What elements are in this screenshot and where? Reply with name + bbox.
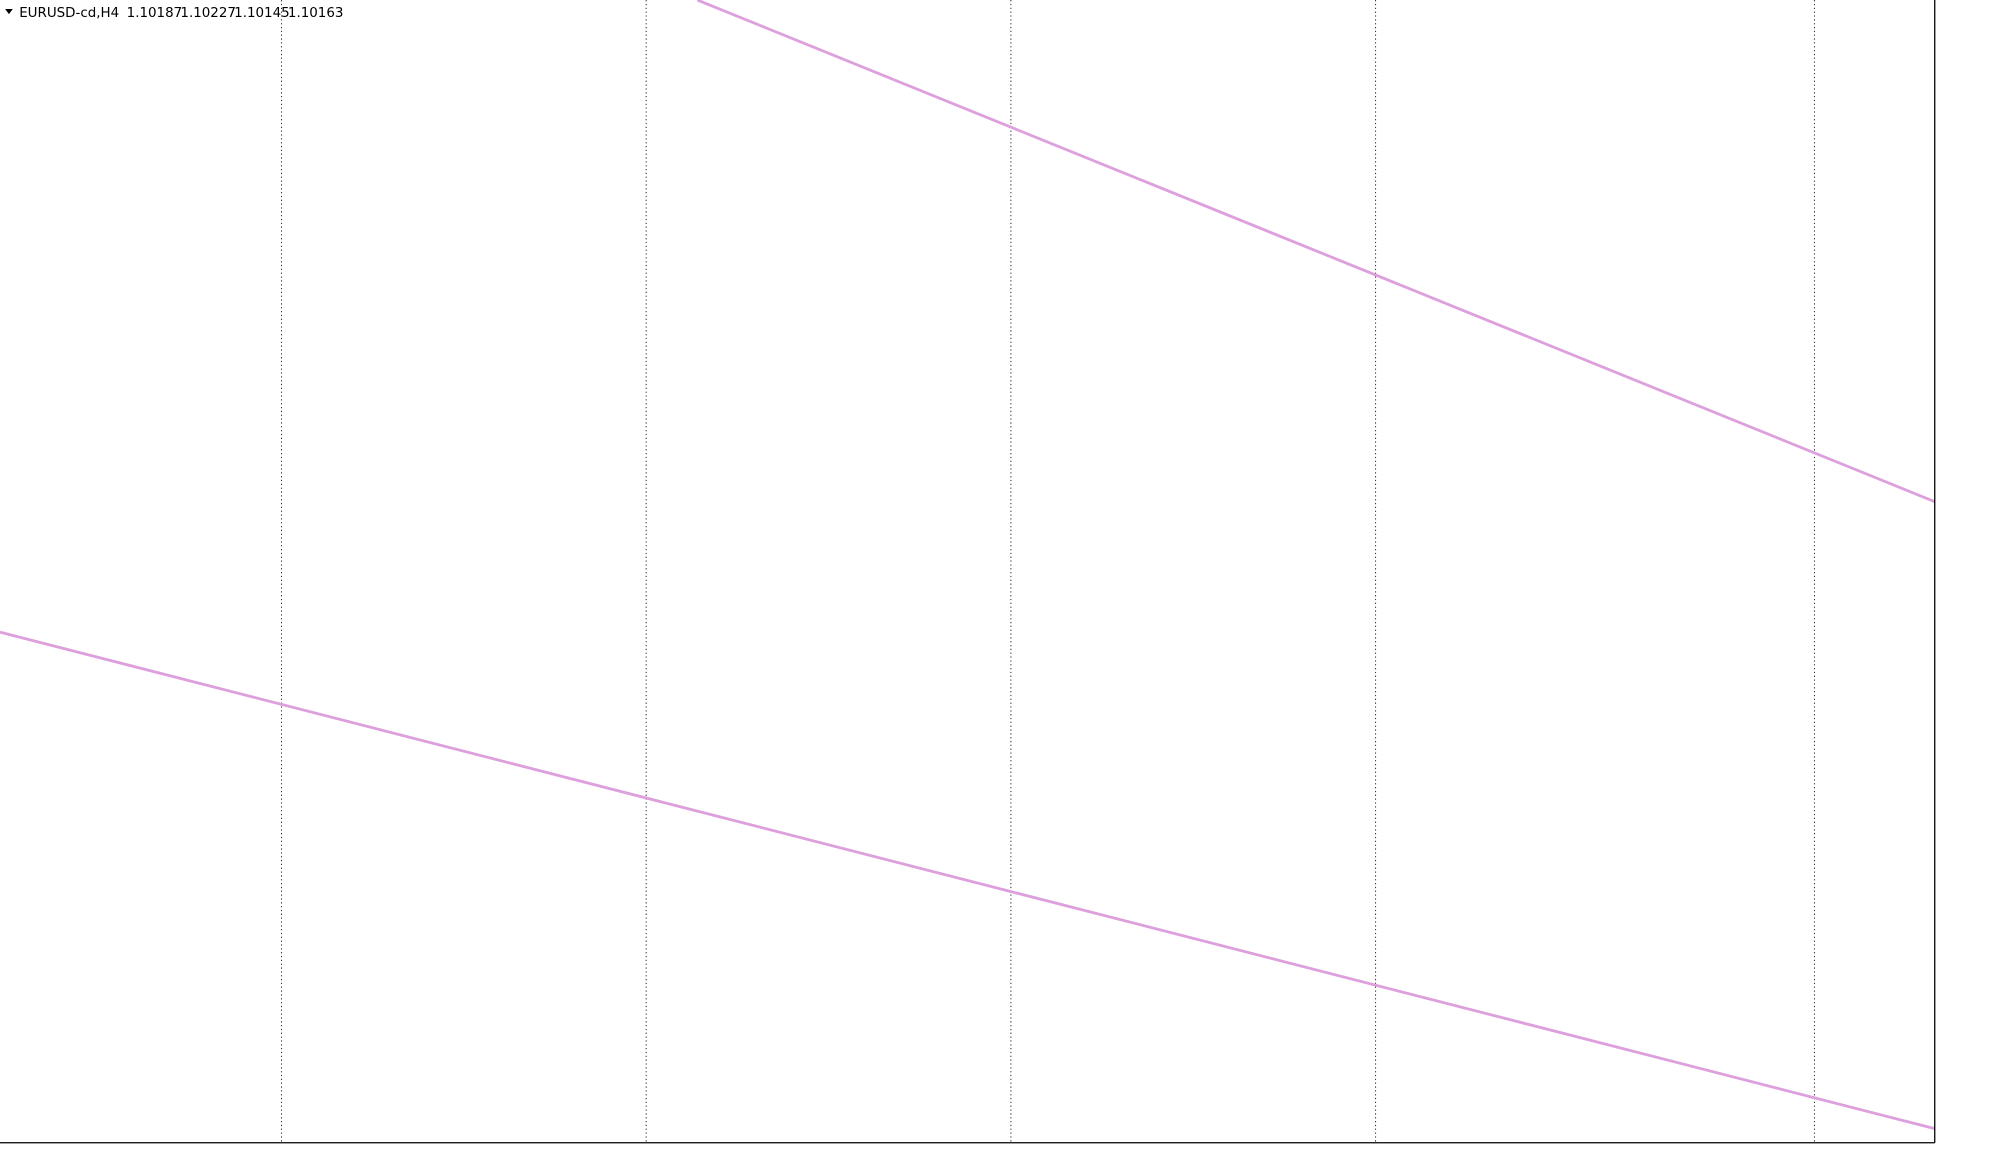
close-value: 1.10163	[288, 6, 344, 21]
low-value: 1.10145	[234, 6, 290, 21]
axes	[0, 0, 1936, 1144]
period-separators	[280, 0, 1815, 1143]
trendline	[696, 0, 1936, 503]
trendline	[0, 630, 1936, 1131]
trendlines	[0, 0, 1936, 1131]
open-value: 1.10187	[127, 6, 183, 21]
header: EURUSD-cd,H4 1.10187 1.10227 1.10145 1.1…	[5, 6, 343, 21]
menu-triangle	[5, 9, 13, 15]
symbol: EURUSD-cd,H4	[19, 6, 119, 21]
high-value: 1.10227	[180, 6, 236, 21]
